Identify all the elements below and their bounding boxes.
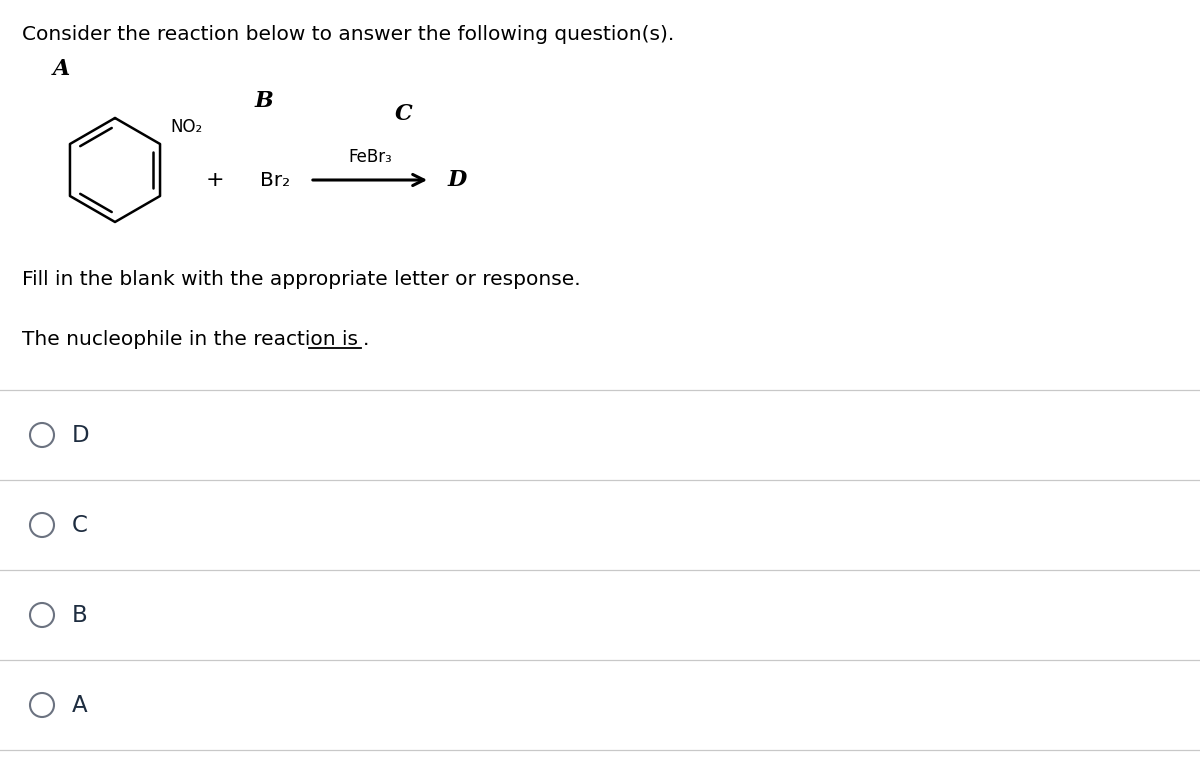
Text: Fill in the blank with the appropriate letter or response.: Fill in the blank with the appropriate l… bbox=[22, 270, 581, 289]
Text: B: B bbox=[72, 604, 88, 626]
Text: A: A bbox=[72, 693, 88, 717]
Text: The nucleophile in the reaction is: The nucleophile in the reaction is bbox=[22, 330, 365, 349]
Text: C: C bbox=[72, 513, 88, 537]
Text: Consider the reaction below to answer the following question(s).: Consider the reaction below to answer th… bbox=[22, 25, 674, 44]
Text: Br₂: Br₂ bbox=[260, 171, 290, 190]
Text: D: D bbox=[72, 424, 90, 446]
Text: +: + bbox=[205, 170, 224, 190]
Text: C: C bbox=[395, 103, 413, 125]
Text: FeBr₃: FeBr₃ bbox=[348, 148, 392, 166]
Text: NO₂: NO₂ bbox=[170, 118, 203, 136]
Text: A: A bbox=[53, 58, 71, 80]
Text: B: B bbox=[256, 90, 274, 112]
Text: D: D bbox=[448, 169, 467, 191]
Text: .: . bbox=[364, 330, 370, 349]
